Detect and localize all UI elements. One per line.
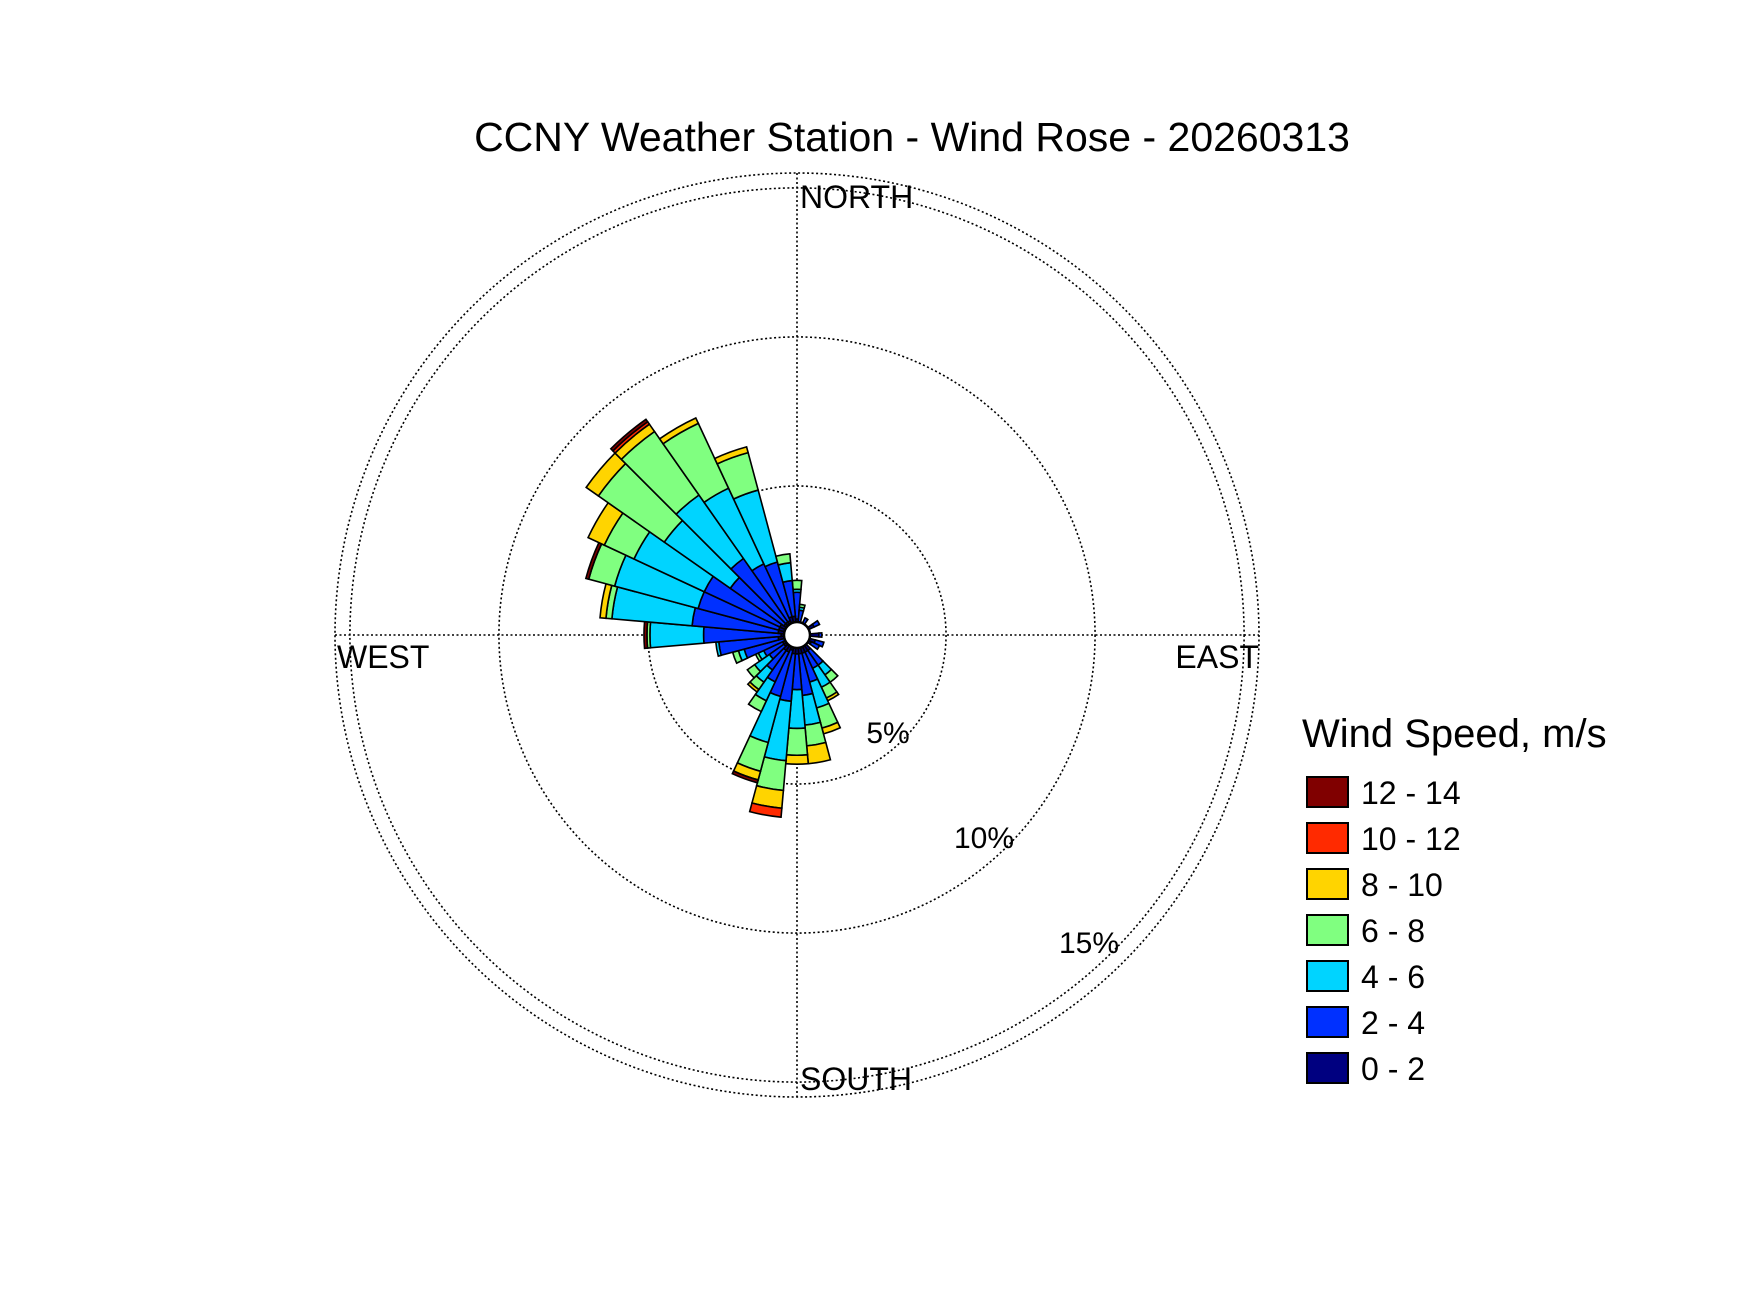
legend-swatch-4: [1306, 960, 1349, 992]
petal-segment-320-bin-6: [609, 418, 649, 453]
petal-segment-340-bin-4: [713, 445, 750, 465]
petal-segment-270-bin-6: [643, 620, 649, 650]
calm-center-circle: [782, 620, 812, 650]
legend-label-0: 12 - 14: [1361, 775, 1461, 811]
legend-swatch-1: [1306, 822, 1349, 854]
petal-segment-120-bin-1: [808, 640, 821, 651]
legend-swatch-0: [1306, 776, 1349, 808]
chart-title: CCNY Weather Station - Wind Rose - 20260…: [474, 114, 1350, 160]
petal-segment-190-bin-5: [748, 801, 783, 819]
legend-swatch-6: [1306, 1052, 1349, 1084]
petal-segment-180-bin-3: [785, 727, 809, 757]
petal-segment-170-bin-4: [805, 741, 832, 765]
ring-label-5: 5%: [866, 717, 909, 750]
petal-segment-90-bin-1: [817, 631, 823, 639]
petal-segment-200-bin-6: [731, 769, 760, 784]
legend-title: Wind Speed, m/s: [1302, 712, 1607, 756]
label-east: EAST: [1175, 639, 1259, 675]
petal-segment-60-bin-1: [811, 619, 821, 629]
petal-segment-10-bin-3: [798, 603, 806, 610]
legend-label-5: 2 - 4: [1361, 1005, 1425, 1041]
label-south: SOUTH: [800, 1061, 912, 1097]
petal-segment-230-bin-3: [746, 663, 762, 680]
petal-segment-330-bin-4: [658, 416, 700, 445]
label-west: WEST: [337, 639, 429, 675]
polar-grid: [334, 172, 1260, 1098]
legend-label-4: 4 - 6: [1361, 959, 1425, 995]
legend: Wind Speed, m/s 12 - 14 10 - 12 8 - 10 6 - …: [1302, 712, 1607, 1087]
petal-segment-0-bin-3: [791, 579, 803, 591]
legend-label-2: 8 - 10: [1361, 867, 1443, 903]
petal-segment-10-bin-1: [797, 609, 805, 624]
petal-segment-210-bin-3: [747, 693, 768, 713]
ring-label-10: 10%: [954, 822, 1014, 855]
label-north: NORTH: [800, 179, 913, 215]
legend-label-3: 6 - 8: [1361, 913, 1425, 949]
petal-segment-350-bin-3: [774, 552, 792, 566]
legend-swatch-5: [1306, 1006, 1349, 1038]
ring-label-15: 15%: [1059, 927, 1119, 960]
wind-petals: [584, 416, 842, 819]
legend-label-1: 10 - 12: [1361, 821, 1461, 857]
petal-segment-180-bin-4: [784, 753, 810, 765]
petal-segment-220-bin-4: [746, 680, 760, 694]
legend-swatch-3: [1306, 914, 1349, 946]
legend-swatch-2: [1306, 868, 1349, 900]
legend-label-6: 0 - 2: [1361, 1051, 1425, 1087]
petal-segment-110-bin-1: [813, 638, 825, 648]
